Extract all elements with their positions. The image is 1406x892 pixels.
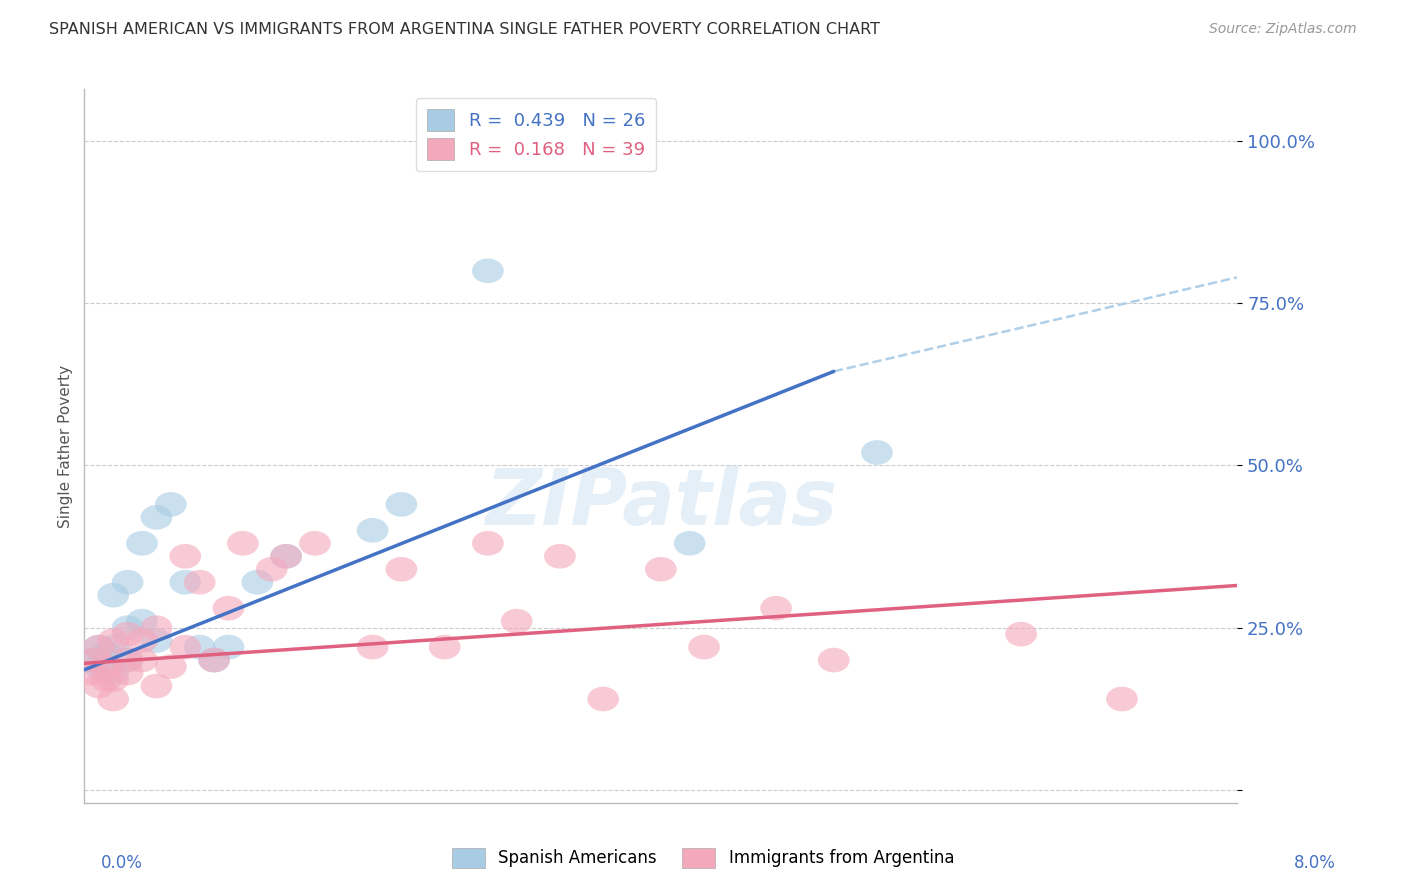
Ellipse shape	[111, 648, 143, 673]
Ellipse shape	[472, 531, 503, 556]
Ellipse shape	[127, 628, 157, 653]
Ellipse shape	[673, 531, 706, 556]
Ellipse shape	[111, 615, 143, 640]
Ellipse shape	[141, 505, 173, 530]
Ellipse shape	[97, 667, 129, 692]
Ellipse shape	[357, 635, 388, 659]
Ellipse shape	[169, 570, 201, 595]
Ellipse shape	[501, 609, 533, 633]
Ellipse shape	[270, 544, 302, 568]
Ellipse shape	[860, 440, 893, 465]
Ellipse shape	[198, 648, 231, 673]
Ellipse shape	[242, 570, 273, 595]
Ellipse shape	[1005, 622, 1038, 647]
Ellipse shape	[184, 635, 215, 659]
Ellipse shape	[90, 667, 122, 692]
Ellipse shape	[645, 557, 676, 582]
Ellipse shape	[83, 635, 115, 659]
Ellipse shape	[357, 518, 388, 542]
Ellipse shape	[429, 635, 461, 659]
Ellipse shape	[90, 641, 122, 666]
Text: ZIPatlas: ZIPatlas	[485, 465, 837, 541]
Ellipse shape	[97, 628, 129, 653]
Ellipse shape	[472, 259, 503, 283]
Ellipse shape	[299, 531, 330, 556]
Ellipse shape	[97, 582, 129, 607]
Ellipse shape	[111, 622, 143, 647]
Ellipse shape	[212, 596, 245, 621]
Ellipse shape	[688, 635, 720, 659]
Ellipse shape	[212, 635, 245, 659]
Ellipse shape	[226, 531, 259, 556]
Ellipse shape	[141, 673, 173, 698]
Ellipse shape	[198, 648, 231, 673]
Ellipse shape	[97, 661, 129, 685]
Ellipse shape	[90, 654, 122, 679]
Text: SPANISH AMERICAN VS IMMIGRANTS FROM ARGENTINA SINGLE FATHER POVERTY CORRELATION : SPANISH AMERICAN VS IMMIGRANTS FROM ARGE…	[49, 22, 880, 37]
Ellipse shape	[155, 654, 187, 679]
Ellipse shape	[818, 648, 849, 673]
Ellipse shape	[76, 661, 107, 685]
Ellipse shape	[83, 673, 115, 698]
Ellipse shape	[155, 492, 187, 516]
Ellipse shape	[111, 648, 143, 673]
Ellipse shape	[1107, 687, 1137, 711]
Ellipse shape	[761, 596, 792, 621]
Ellipse shape	[76, 648, 107, 673]
Text: 0.0%: 0.0%	[101, 854, 143, 871]
Ellipse shape	[141, 615, 173, 640]
Ellipse shape	[127, 531, 157, 556]
Ellipse shape	[127, 648, 157, 673]
Ellipse shape	[127, 609, 157, 633]
Text: Source: ZipAtlas.com: Source: ZipAtlas.com	[1209, 22, 1357, 37]
Ellipse shape	[80, 648, 111, 673]
Ellipse shape	[83, 654, 115, 679]
Ellipse shape	[97, 687, 129, 711]
Ellipse shape	[270, 544, 302, 568]
Ellipse shape	[97, 635, 129, 659]
Ellipse shape	[83, 635, 115, 659]
Ellipse shape	[169, 635, 201, 659]
Ellipse shape	[141, 628, 173, 653]
Legend: Spanish Americans, Immigrants from Argentina: Spanish Americans, Immigrants from Argen…	[446, 841, 960, 875]
Ellipse shape	[588, 687, 619, 711]
Ellipse shape	[256, 557, 288, 582]
Ellipse shape	[385, 557, 418, 582]
Text: 8.0%: 8.0%	[1294, 854, 1336, 871]
Ellipse shape	[111, 570, 143, 595]
Y-axis label: Single Father Poverty: Single Father Poverty	[58, 365, 73, 527]
Legend: R =  0.439   N = 26, R =  0.168   N = 39: R = 0.439 N = 26, R = 0.168 N = 39	[416, 98, 655, 171]
Ellipse shape	[385, 492, 418, 516]
Ellipse shape	[184, 570, 215, 595]
Ellipse shape	[169, 544, 201, 568]
Ellipse shape	[544, 544, 576, 568]
Ellipse shape	[111, 661, 143, 685]
